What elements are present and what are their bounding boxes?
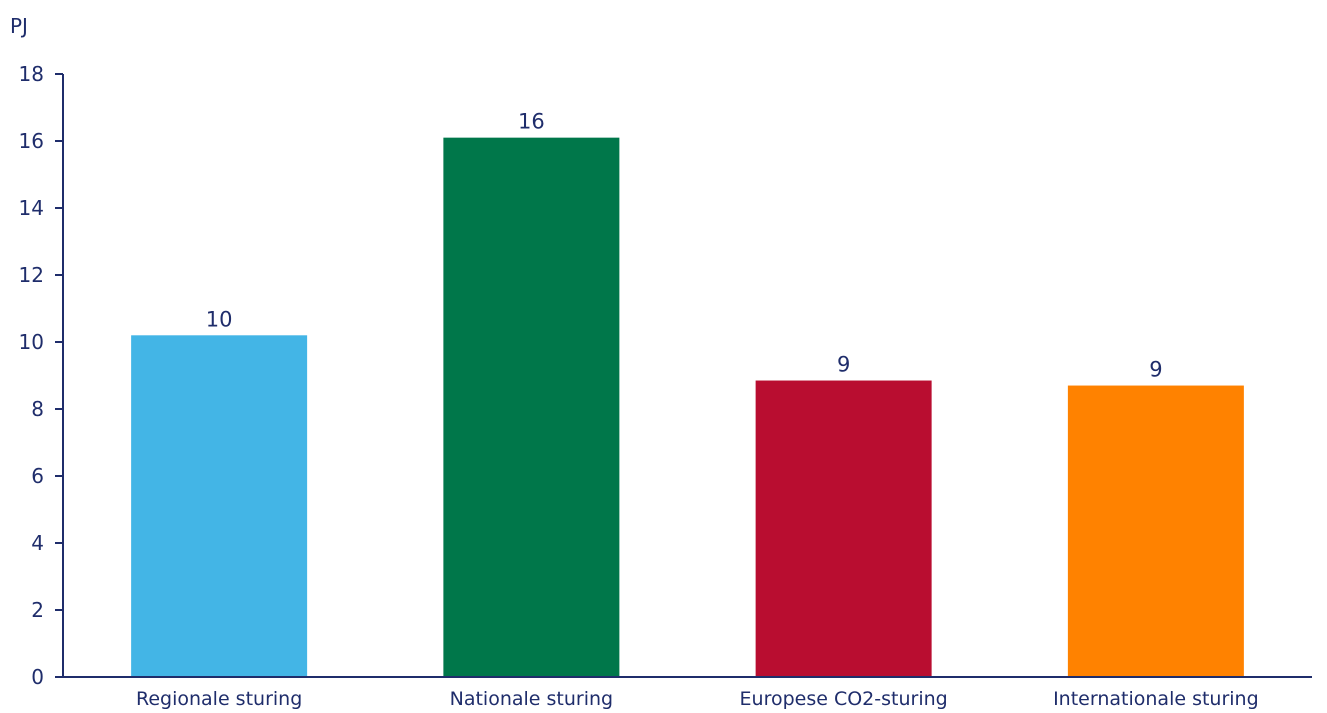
y-tick-label: 4 (31, 531, 44, 555)
bar (1067, 385, 1244, 677)
bars-group (131, 137, 1244, 677)
y-tick-label: 14 (19, 196, 44, 220)
bar-value-label: 9 (1149, 358, 1162, 382)
y-axis-unit-label: PJ (10, 14, 28, 38)
y-tick-label: 12 (19, 263, 44, 287)
category-label: Internationale sturing (1053, 688, 1259, 710)
bar (755, 380, 932, 677)
bar-value-label: 9 (837, 353, 850, 377)
bar (443, 137, 620, 677)
x-axis: Regionale sturing Nationale sturing Europe… (136, 688, 1259, 710)
y-tick-label: 16 (19, 129, 44, 153)
bar-value-label: 10 (206, 307, 233, 331)
data-labels-group: 10 16 9 9 (206, 110, 1163, 382)
category-label: Regionale sturing (136, 688, 302, 710)
y-tick-label: 6 (31, 464, 44, 488)
y-tick-label: 8 (31, 397, 44, 421)
category-label: Nationale sturing (450, 688, 614, 710)
bar (131, 335, 308, 677)
bar-value-label: 16 (518, 110, 545, 134)
y-tick-label: 0 (31, 665, 44, 689)
y-tick-label: 2 (31, 598, 44, 622)
y-tick-label: 10 (19, 330, 44, 354)
y-tick-label: 18 (19, 62, 44, 86)
category-label: Europese CO2-sturing (740, 688, 948, 710)
y-axis: 0 2 4 6 8 10 12 14 16 18 (19, 62, 63, 689)
